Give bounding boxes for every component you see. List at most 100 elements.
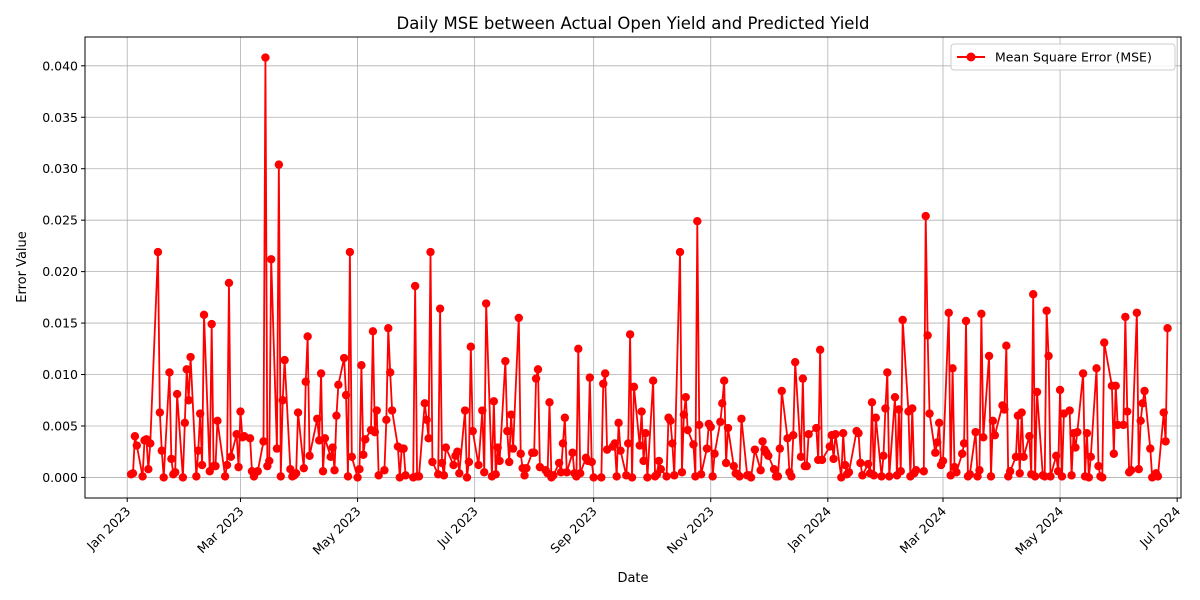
data-point — [549, 471, 558, 480]
data-point — [990, 431, 1000, 440]
data-point — [961, 316, 971, 326]
y-tick-label: 0.010 — [42, 367, 78, 382]
data-point — [898, 315, 907, 325]
data-point — [374, 471, 383, 480]
data-point — [1042, 306, 1051, 315]
data-point — [986, 472, 996, 481]
data-point — [984, 351, 994, 361]
mse-series-markers — [126, 53, 1172, 482]
data-point — [554, 458, 564, 468]
data-point — [641, 428, 650, 438]
data-point — [854, 428, 863, 438]
data-point — [1002, 341, 1011, 350]
data-point — [1082, 428, 1092, 438]
data-point — [130, 432, 140, 441]
data-point — [453, 447, 462, 456]
data-point — [460, 406, 470, 415]
data-point — [384, 324, 393, 333]
y-tick-label: 0.040 — [42, 58, 78, 73]
data-point — [627, 473, 637, 482]
data-point — [1052, 451, 1061, 461]
data-point — [481, 299, 491, 308]
data-point — [545, 398, 554, 407]
data-point — [719, 376, 729, 385]
data-point — [1019, 452, 1028, 462]
data-point — [501, 356, 510, 366]
data-point — [274, 160, 284, 169]
data-point — [508, 444, 518, 453]
data-point — [1123, 407, 1132, 416]
data-point — [612, 472, 621, 481]
data-point — [789, 431, 798, 440]
data-point — [696, 470, 706, 479]
y-axis: 0.000 0.005 0.010 0.015 0.020 0.025 0.030 0.035… — [42, 58, 85, 485]
data-point — [180, 418, 190, 428]
data-point — [679, 410, 689, 419]
data-point — [737, 414, 746, 423]
data-point — [735, 472, 744, 481]
y-tick-label: 0.000 — [42, 470, 78, 485]
data-point — [562, 468, 571, 477]
data-point — [911, 466, 921, 475]
data-point — [293, 408, 303, 417]
data-point — [1159, 408, 1168, 417]
data-point — [706, 422, 715, 432]
data-point — [689, 440, 698, 449]
data-point — [357, 361, 366, 370]
data-point — [702, 444, 712, 453]
data-point — [729, 461, 738, 471]
data-point — [867, 398, 877, 407]
data-point — [172, 389, 182, 399]
data-point — [1100, 338, 1109, 347]
data-point — [449, 460, 458, 470]
data-point — [746, 473, 756, 482]
data-point — [1111, 381, 1120, 391]
data-point — [178, 473, 188, 482]
data-point — [790, 357, 800, 367]
data-point — [881, 404, 890, 413]
data-point — [435, 304, 445, 313]
data-point — [1092, 364, 1101, 373]
data-point — [489, 397, 499, 406]
data-point — [516, 449, 525, 458]
data-point — [372, 406, 381, 415]
data-point — [600, 369, 610, 378]
data-point — [1011, 452, 1021, 462]
data-point — [401, 471, 410, 480]
data-point — [222, 460, 232, 470]
data-point — [975, 466, 984, 475]
data-point — [328, 443, 337, 452]
data-point — [424, 434, 433, 443]
data-point — [132, 441, 142, 450]
data-point — [207, 319, 216, 329]
data-point — [234, 462, 243, 472]
data-point — [885, 472, 894, 481]
data-point — [1057, 472, 1067, 481]
data-point — [533, 365, 543, 374]
data-point — [863, 459, 873, 469]
data-point — [831, 430, 840, 439]
data-point — [838, 428, 848, 438]
data-point — [197, 460, 207, 470]
data-point — [869, 471, 879, 480]
legend-marker-swatch — [966, 52, 976, 62]
data-point — [597, 473, 606, 482]
data-point — [1017, 408, 1026, 417]
y-tick-label: 0.020 — [42, 264, 78, 279]
data-point — [668, 439, 677, 448]
data-point — [245, 434, 255, 443]
data-point — [332, 411, 341, 420]
data-point — [1138, 399, 1147, 408]
data-point — [211, 461, 220, 471]
data-point — [858, 471, 867, 480]
data-point — [1000, 405, 1009, 414]
data-point — [1136, 416, 1145, 426]
data-point — [959, 439, 969, 448]
data-point — [186, 352, 195, 362]
data-point — [182, 365, 191, 374]
data-point — [1094, 461, 1103, 471]
data-point — [505, 457, 514, 467]
data-point — [769, 464, 779, 474]
data-point — [693, 216, 702, 226]
